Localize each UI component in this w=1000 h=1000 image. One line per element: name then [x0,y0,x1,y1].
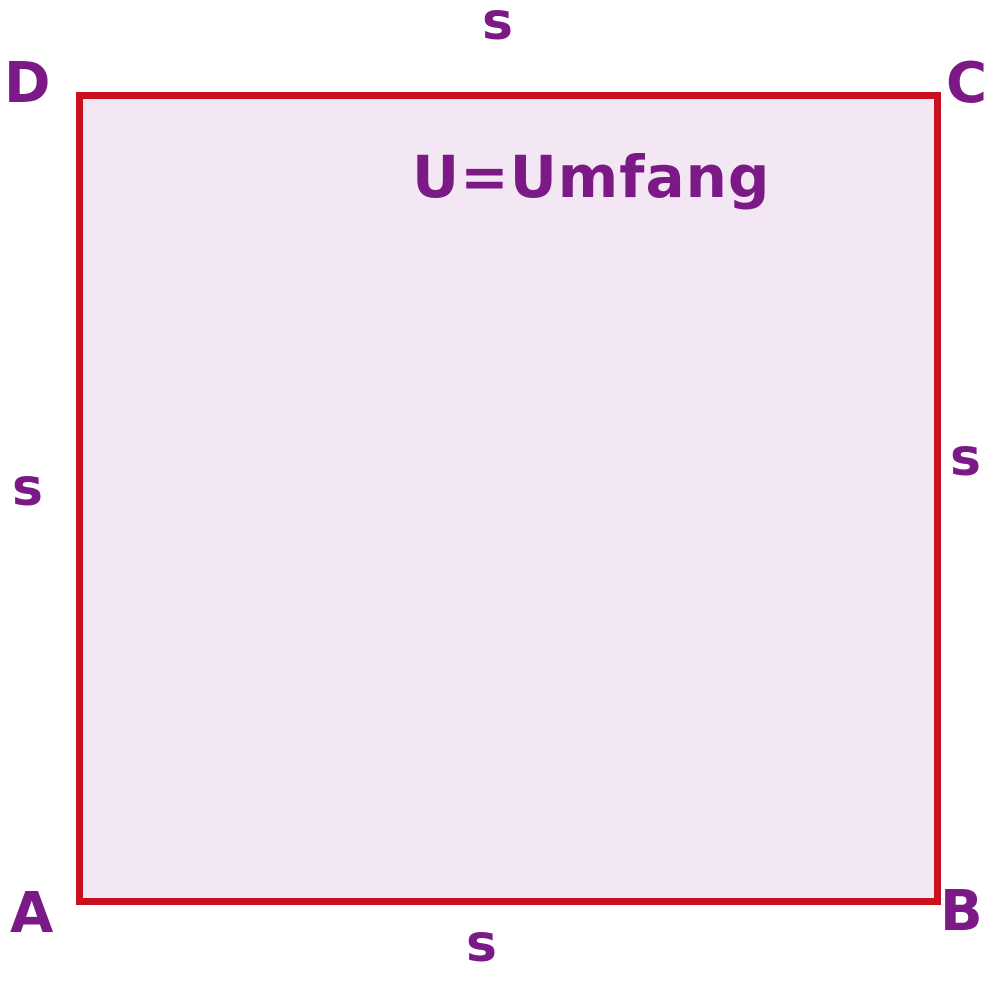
side-label-left: s [12,458,43,518]
side-label-top: s [482,0,513,52]
square-shape [76,92,941,905]
vertex-label-b: B [940,879,983,944]
side-label-right: s [950,428,981,488]
vertex-label-d: D [4,51,51,116]
vertex-label-a: A [10,881,54,946]
perimeter-note: U=Umfang [412,143,771,211]
side-label-bottom: s [466,914,497,974]
vertex-label-c: C [946,51,988,116]
